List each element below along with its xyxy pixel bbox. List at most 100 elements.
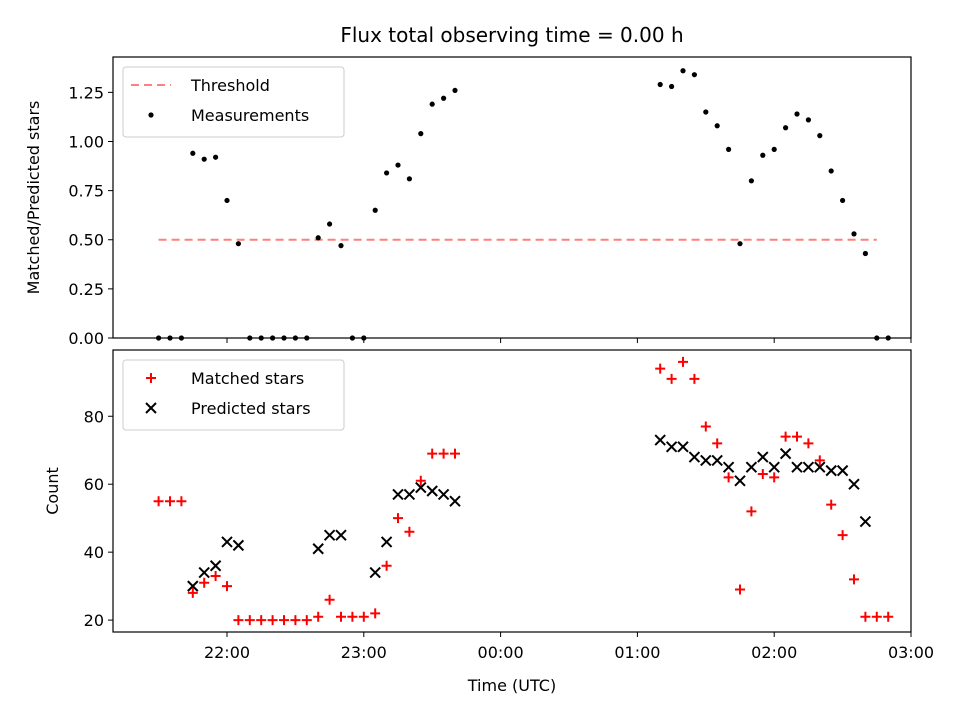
data-point (336, 611, 346, 622)
data-point (198, 566, 210, 579)
data-point (221, 536, 233, 548)
data-point (426, 485, 438, 497)
data-point (874, 335, 880, 341)
data-point (292, 335, 298, 341)
data-point (313, 611, 324, 622)
data-point (418, 131, 424, 137)
data-point (384, 170, 390, 176)
data-point (726, 146, 732, 152)
data-point (187, 580, 199, 592)
data-point (711, 454, 723, 467)
data-point (395, 162, 401, 168)
data-point (338, 243, 344, 249)
data-point (304, 335, 310, 341)
data-point (369, 566, 381, 579)
data-point (722, 461, 735, 473)
data-point (654, 434, 666, 446)
data-point (232, 539, 245, 552)
data-point (689, 373, 700, 384)
data-point (734, 475, 746, 487)
legend-label: Matched stars (191, 369, 304, 388)
data-point (233, 615, 244, 626)
data-point (737, 241, 743, 247)
data-point (361, 335, 367, 341)
ratio-y-tick-label: 1.25 (68, 83, 104, 102)
data-point (780, 431, 791, 442)
count-plot-frame (112, 349, 912, 633)
data-point (700, 421, 711, 432)
data-point (826, 499, 837, 510)
data-point (199, 577, 210, 588)
count-y-tick-label: 60 (84, 475, 104, 494)
data-point (347, 611, 358, 622)
data-point (324, 594, 335, 605)
ratio-panel: 0.00 0.25 0.50 0.75 1.00 1.25 Matched/Predicte… (24, 56, 912, 348)
data-point (794, 111, 800, 117)
data-point (712, 438, 723, 449)
data-point (791, 461, 803, 473)
data-point (178, 335, 184, 341)
data-point (190, 150, 196, 156)
data-point (746, 506, 757, 517)
data-point (370, 608, 381, 619)
data-point (688, 451, 701, 463)
data-point (247, 335, 253, 341)
count-y-tick-label: 20 (84, 611, 104, 630)
x-tick-label: 00:00 (478, 643, 524, 662)
data-point (438, 448, 449, 459)
data-point (848, 478, 860, 490)
data-point (176, 496, 187, 507)
data-point (805, 117, 812, 123)
x-tick-label: 22:00 (204, 643, 250, 662)
legend-label: Measurements (191, 106, 309, 125)
data-point (153, 496, 164, 507)
data-point (404, 526, 415, 537)
data-point (235, 241, 241, 247)
chart-title: Flux total observing time = 0.00 h (340, 23, 683, 47)
data-point (817, 133, 823, 139)
data-point (381, 560, 392, 571)
ratio-y-tick-label: 0.00 (68, 329, 104, 348)
data-point (723, 472, 734, 483)
legend-swatch-dot (148, 112, 154, 118)
count-y-tick-label: 80 (84, 407, 104, 426)
data-point (745, 461, 758, 473)
data-point (210, 570, 221, 581)
data-point (760, 152, 766, 158)
data-point (224, 197, 230, 204)
data-point (657, 81, 663, 88)
data-point (349, 335, 355, 341)
data-point (450, 448, 460, 459)
data-point (802, 461, 815, 473)
ratio-legend: Threshold Measurements (122, 66, 345, 138)
x-axis-title: Time (UTC) (467, 676, 556, 695)
data-point (666, 373, 677, 384)
legend-swatch-plus (146, 373, 156, 383)
count-panel: 22:00 23:00 00:00 01:00 02:00 03:00 20 40 60 80 Co… (43, 349, 934, 662)
data-point (655, 363, 666, 374)
data-point (301, 615, 312, 626)
data-point (700, 454, 712, 467)
x-tick-label: 03:00 (888, 643, 934, 662)
count-y-tick-label: 40 (84, 543, 104, 562)
legend-box (122, 66, 345, 138)
data-point (209, 560, 222, 572)
data-point (213, 154, 219, 160)
count-legend: Matched stars Predicted stars (122, 359, 345, 431)
data-point (270, 335, 276, 341)
data-point (281, 335, 287, 341)
data-point (256, 615, 267, 626)
ratio-y-tick-label: 0.50 (68, 231, 104, 250)
data-point (222, 581, 232, 592)
data-point (769, 472, 780, 483)
legend-box (122, 359, 345, 431)
data-point (415, 481, 427, 494)
data-point (779, 447, 792, 460)
ratio-y-tick-label: 0.25 (68, 280, 104, 299)
data-point (735, 584, 745, 595)
data-point (748, 178, 755, 184)
data-point (792, 431, 802, 442)
ratio-plot-frame (112, 56, 912, 339)
data-point (825, 464, 837, 477)
data-point (840, 197, 846, 204)
